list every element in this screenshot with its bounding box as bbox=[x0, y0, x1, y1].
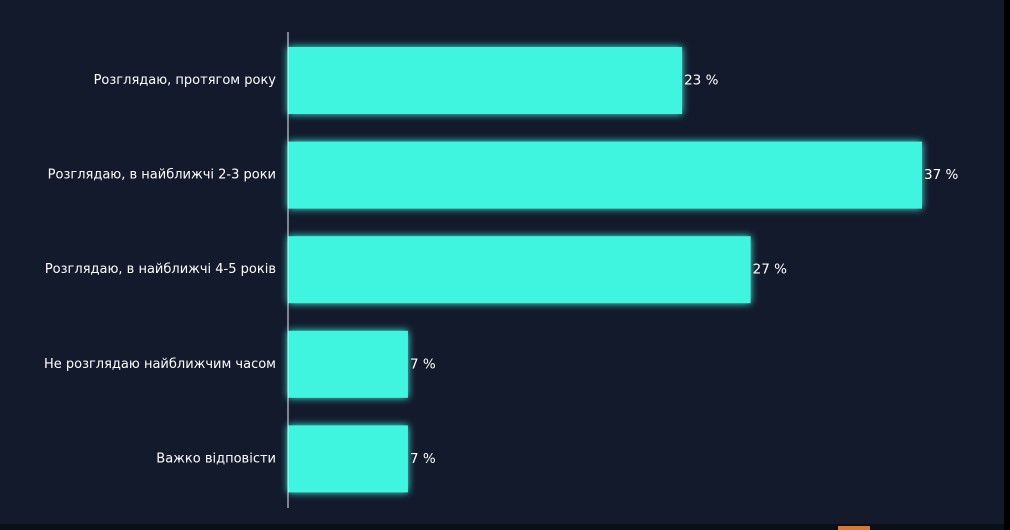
bar-group bbox=[288, 47, 922, 493]
bar-5 bbox=[288, 425, 408, 493]
bar-4 bbox=[288, 330, 408, 398]
category-label-5: Важко відповісти bbox=[156, 451, 276, 466]
category-label-4: Не розглядаю найближчим часом bbox=[44, 357, 276, 372]
category-label-1: Розглядаю, протягом року bbox=[94, 73, 277, 88]
bottom-strip bbox=[0, 524, 1004, 530]
bar-2 bbox=[288, 141, 922, 209]
bar-3 bbox=[288, 236, 751, 304]
value-label-3: 27 % bbox=[753, 262, 787, 278]
category-labels: Розглядаю, протягом року Розглядаю, в най… bbox=[44, 73, 276, 466]
bar-1 bbox=[288, 47, 683, 114]
value-label-2: 37 % bbox=[924, 167, 958, 183]
value-label-5: 7 % bbox=[410, 451, 436, 467]
accent-mark bbox=[838, 526, 870, 530]
value-label-4: 7 % bbox=[410, 356, 436, 372]
value-label-1: 23 % bbox=[684, 73, 718, 89]
value-labels: 23 % 37 % 27 % 7 % 7 % bbox=[410, 73, 959, 467]
category-label-3: Розглядаю, в найближчі 4-5 років bbox=[45, 262, 276, 277]
window-edge bbox=[1004, 0, 1010, 530]
category-label-2: Розглядаю, в найближчі 2-3 роки bbox=[48, 168, 276, 183]
